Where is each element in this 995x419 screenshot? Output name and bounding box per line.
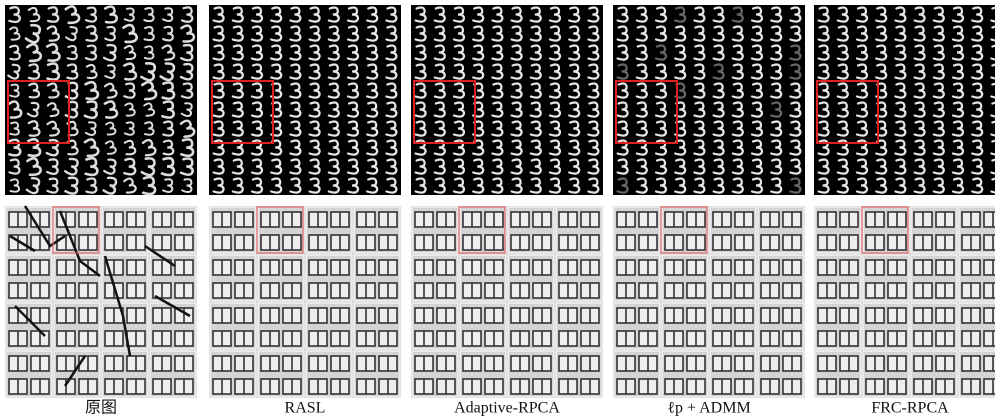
caption: FRC-RPCA [871, 400, 949, 417]
panel: 原图 [5, 5, 197, 417]
digit-image [814, 5, 995, 195]
caption: ℓp + ADMM [667, 400, 750, 417]
panel: ℓp + ADMM [613, 5, 805, 417]
panel: FRC-RPCA [814, 5, 995, 417]
figure: 原图 RASL Adaptive-RPCA ℓp + ADMM FRC-RPCA [0, 0, 995, 419]
panel: RASL [209, 5, 401, 417]
panel: Adaptive-RPCA [411, 5, 603, 417]
caption: 原图 [85, 400, 117, 417]
caption: Adaptive-RPCA [454, 400, 560, 417]
caption: RASL [285, 400, 326, 417]
